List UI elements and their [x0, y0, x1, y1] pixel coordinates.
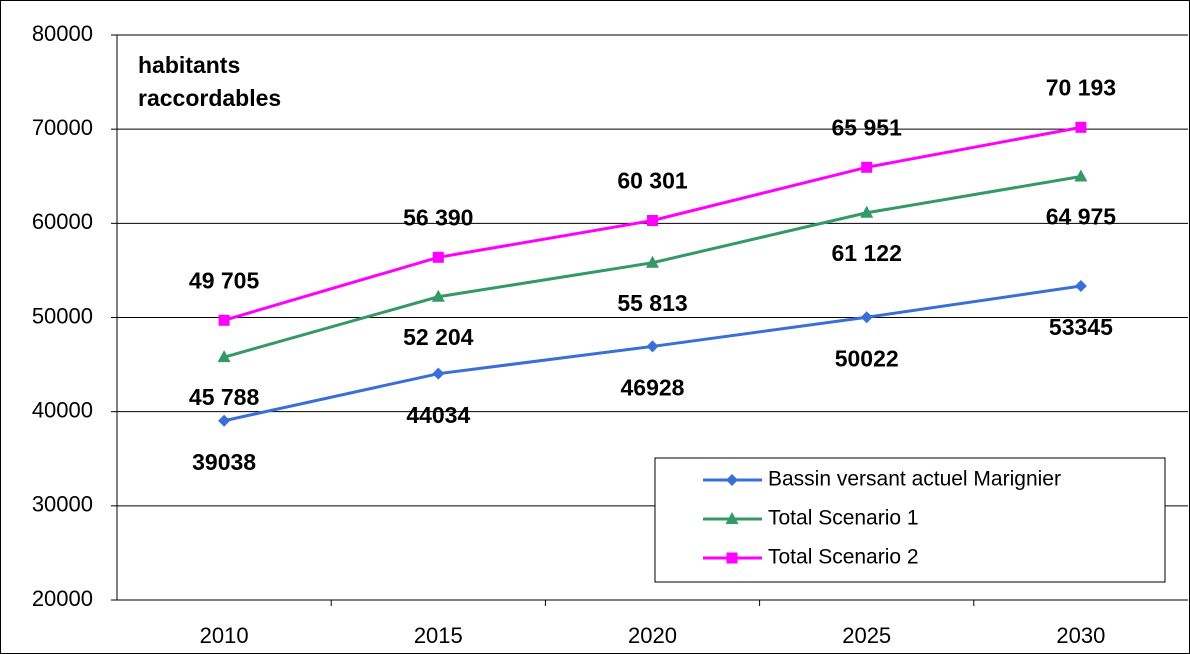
marker	[647, 214, 658, 226]
marker	[431, 289, 445, 302]
y-tick-label: 30000	[32, 492, 93, 517]
marker	[725, 512, 739, 524]
marker	[726, 552, 738, 564]
legend: Bassin versant actuel Marignier Total Sce…	[654, 457, 1166, 583]
data-label: 61 122	[832, 240, 902, 266]
annotation: habitants	[138, 52, 240, 78]
data-label: 65 951	[832, 114, 903, 140]
data-label: 49 705	[189, 267, 260, 293]
y-tick-label: 40000	[32, 397, 93, 422]
marker	[1075, 121, 1087, 133]
data-label: 60 301	[617, 168, 688, 194]
x-tick-label: 2020	[628, 623, 677, 648]
data-label: 64 975	[1046, 204, 1117, 230]
marker	[432, 251, 444, 263]
marker	[861, 161, 873, 173]
marker	[1074, 280, 1087, 293]
data-label: 39038	[192, 449, 256, 475]
marker	[217, 350, 231, 363]
y-tick-label: 80000	[32, 21, 93, 46]
annotation: raccordables	[138, 85, 281, 111]
y-tick-label: 70000	[32, 115, 93, 140]
x-tick-label: 2015	[414, 623, 463, 648]
data-label: 55 813	[617, 290, 687, 316]
data-label: 50022	[835, 345, 899, 371]
marker	[646, 255, 659, 268]
x-tick-label: 2010	[200, 623, 249, 648]
marker	[646, 340, 659, 353]
data-label: 53345	[1049, 314, 1113, 340]
data-label: 45 788	[189, 384, 260, 410]
data-label: 46928	[621, 375, 685, 401]
marker	[1074, 169, 1088, 182]
legend-label: Total Scenario 1	[768, 507, 919, 530]
data-label: 56 390	[403, 204, 473, 230]
marker	[860, 311, 873, 324]
data-label: 44034	[406, 402, 470, 428]
legend-label: Total Scenario 2	[768, 546, 919, 569]
marker	[218, 314, 230, 326]
marker	[860, 205, 874, 218]
marker	[726, 474, 738, 486]
marker	[218, 414, 231, 427]
marker	[432, 367, 445, 380]
y-tick-label: 50000	[32, 303, 93, 328]
y-tick-label: 60000	[32, 209, 93, 234]
data-label: 70 193	[1046, 74, 1116, 100]
data-label: 52 204	[403, 324, 474, 350]
legend-label: Bassin versant actuel Marignier	[768, 468, 1061, 491]
x-tick-label: 2030	[1056, 623, 1105, 648]
x-tick-label: 2025	[842, 623, 891, 648]
y-tick-label: 20000	[32, 586, 93, 611]
